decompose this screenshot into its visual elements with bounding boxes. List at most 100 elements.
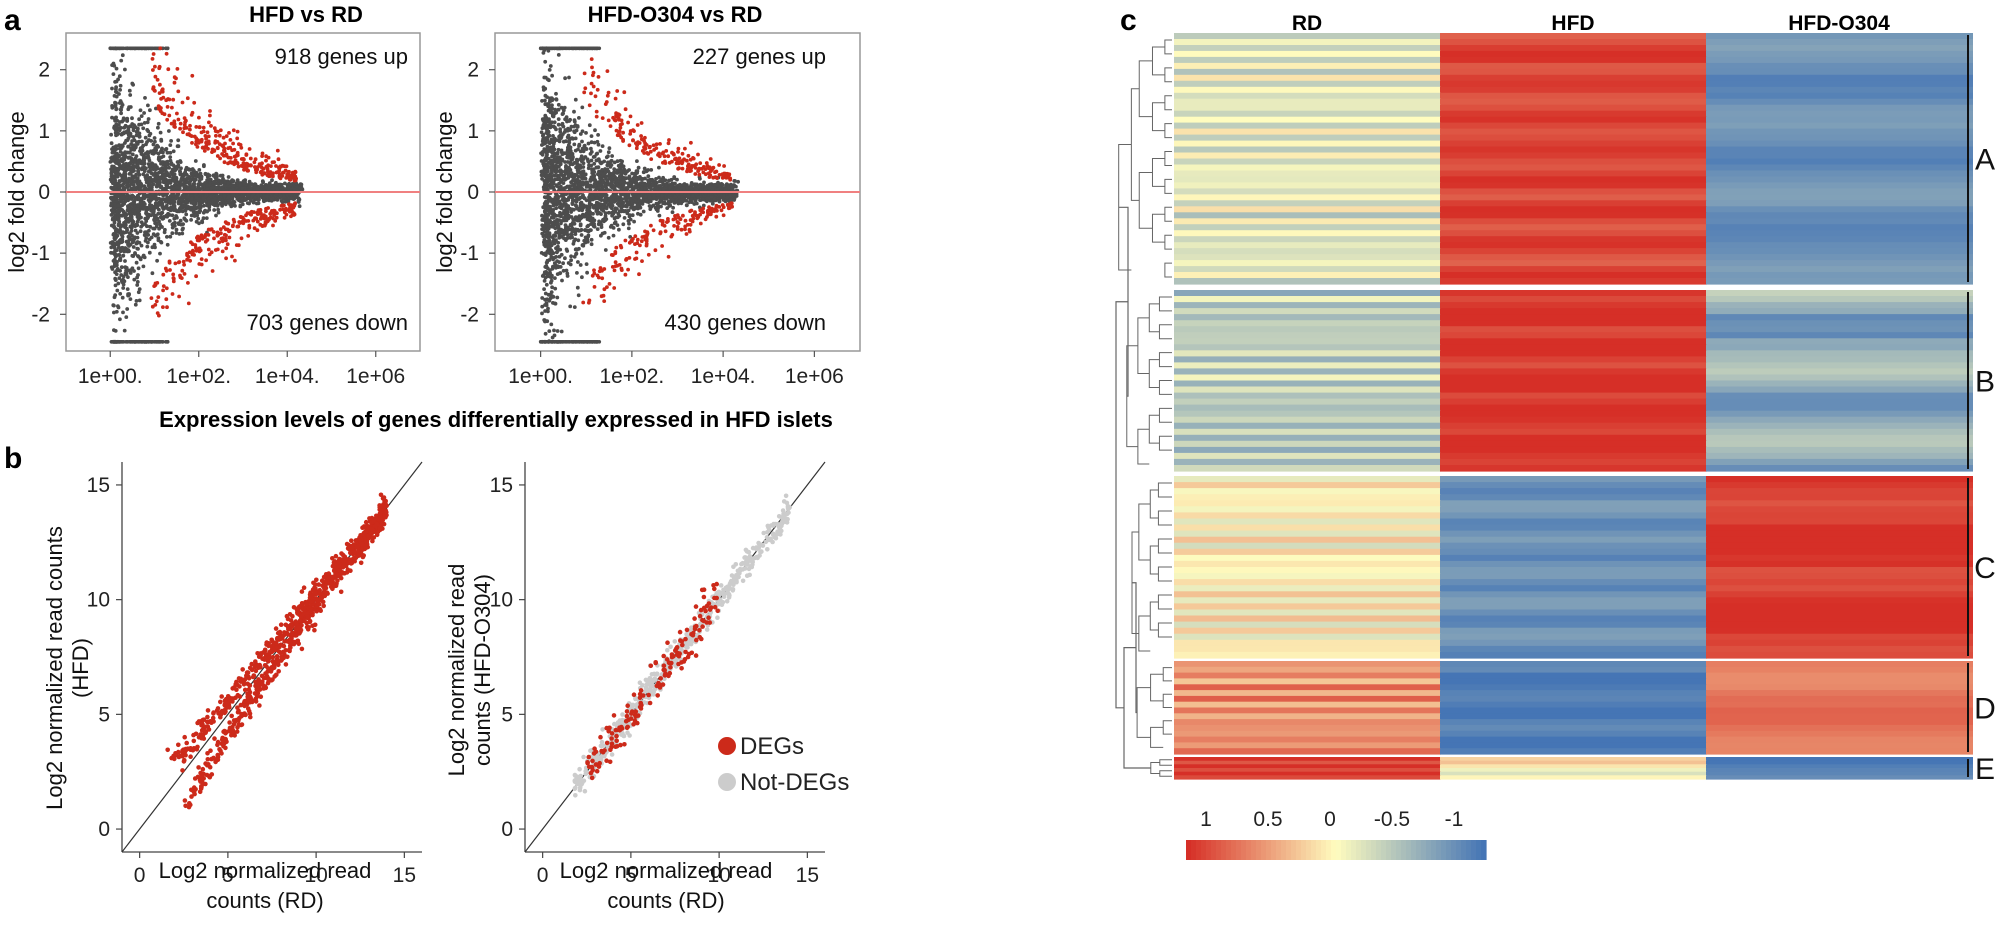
data-point bbox=[162, 173, 167, 178]
de-point bbox=[157, 313, 161, 318]
data-point bbox=[112, 340, 116, 344]
de-point bbox=[161, 95, 166, 100]
data-point bbox=[139, 243, 144, 248]
de-point bbox=[153, 283, 158, 287]
data-point bbox=[235, 192, 240, 197]
ma-plot-hfd-vs-rd: HFD vs RD 918 genes up 703 genes down lo… bbox=[4, 2, 421, 388]
de-point bbox=[212, 148, 217, 153]
ma-plot-title: HFD-O304 vs RD bbox=[588, 2, 763, 27]
data-point bbox=[215, 181, 220, 186]
de-point bbox=[218, 227, 223, 232]
de-point bbox=[154, 299, 159, 304]
data-point bbox=[142, 121, 147, 125]
data-point bbox=[226, 195, 231, 200]
data-point bbox=[116, 168, 121, 173]
de-point bbox=[265, 164, 270, 169]
data-point bbox=[202, 164, 206, 169]
data-point bbox=[153, 167, 158, 172]
data-point bbox=[110, 241, 115, 246]
data-point bbox=[217, 197, 222, 202]
data-point bbox=[144, 177, 149, 182]
data-point bbox=[139, 181, 143, 186]
data-point bbox=[201, 216, 206, 221]
data-point bbox=[117, 340, 121, 344]
data-point bbox=[115, 199, 119, 203]
de-point bbox=[263, 214, 268, 219]
de-point bbox=[172, 124, 177, 129]
data-point bbox=[147, 228, 151, 233]
data-point bbox=[177, 232, 182, 236]
data-point bbox=[281, 186, 285, 190]
de-point bbox=[233, 258, 237, 263]
data-point bbox=[562, 105, 567, 110]
data-point bbox=[168, 143, 173, 148]
data-point bbox=[133, 302, 138, 307]
de-point bbox=[207, 252, 212, 257]
data-point bbox=[112, 46, 116, 51]
data-point bbox=[214, 186, 219, 191]
de-point bbox=[168, 268, 172, 272]
de-point bbox=[246, 234, 251, 238]
data-point bbox=[167, 165, 172, 170]
data-point bbox=[153, 233, 158, 238]
de-point bbox=[252, 210, 256, 215]
data-point bbox=[165, 340, 170, 344]
de-point bbox=[166, 67, 171, 72]
data-point bbox=[113, 237, 117, 242]
de-point bbox=[149, 296, 154, 300]
data-point bbox=[113, 80, 117, 84]
data-point bbox=[137, 131, 142, 136]
data-point bbox=[114, 253, 119, 257]
data-point bbox=[153, 163, 158, 168]
data-point bbox=[626, 226, 631, 231]
data-point bbox=[580, 139, 584, 144]
genes-down-annotation: 703 genes down bbox=[247, 310, 408, 335]
data-point bbox=[114, 144, 119, 149]
data-point bbox=[127, 183, 132, 188]
de-point bbox=[278, 176, 283, 181]
data-point bbox=[113, 167, 117, 172]
data-point bbox=[563, 160, 567, 164]
data-point bbox=[570, 235, 574, 240]
data-point bbox=[606, 154, 610, 159]
data-point bbox=[216, 210, 221, 215]
panel-label-a: a bbox=[4, 4, 21, 37]
data-point bbox=[150, 271, 155, 276]
data-point bbox=[605, 163, 610, 168]
data-point bbox=[179, 222, 183, 227]
de-point bbox=[223, 227, 228, 232]
data-point bbox=[141, 126, 146, 131]
de-point bbox=[160, 89, 165, 94]
data-point bbox=[542, 287, 546, 291]
data-point bbox=[132, 147, 137, 152]
de-point bbox=[165, 117, 170, 122]
data-point bbox=[121, 253, 125, 258]
de-point bbox=[280, 203, 284, 208]
data-point bbox=[131, 82, 136, 87]
data-point bbox=[575, 125, 580, 129]
data-point bbox=[159, 240, 164, 245]
data-point bbox=[117, 46, 121, 51]
data-point bbox=[553, 276, 557, 280]
data-point bbox=[580, 251, 584, 256]
de-point bbox=[153, 89, 157, 93]
data-point bbox=[165, 195, 170, 200]
data-point bbox=[114, 107, 119, 112]
data-point bbox=[122, 279, 127, 284]
data-point bbox=[171, 199, 176, 204]
data-point bbox=[145, 173, 150, 178]
data-point bbox=[156, 238, 161, 243]
data-point bbox=[130, 340, 135, 344]
de-point bbox=[174, 76, 178, 81]
data-point bbox=[137, 340, 141, 344]
data-point bbox=[121, 157, 126, 162]
data-point bbox=[127, 210, 132, 215]
data-point bbox=[233, 204, 237, 208]
de-point bbox=[265, 219, 270, 224]
data-point bbox=[127, 231, 132, 236]
data-point bbox=[261, 180, 265, 185]
data-point bbox=[109, 250, 113, 255]
data-point bbox=[129, 148, 134, 152]
data-point bbox=[684, 203, 689, 208]
de-point bbox=[230, 161, 234, 165]
